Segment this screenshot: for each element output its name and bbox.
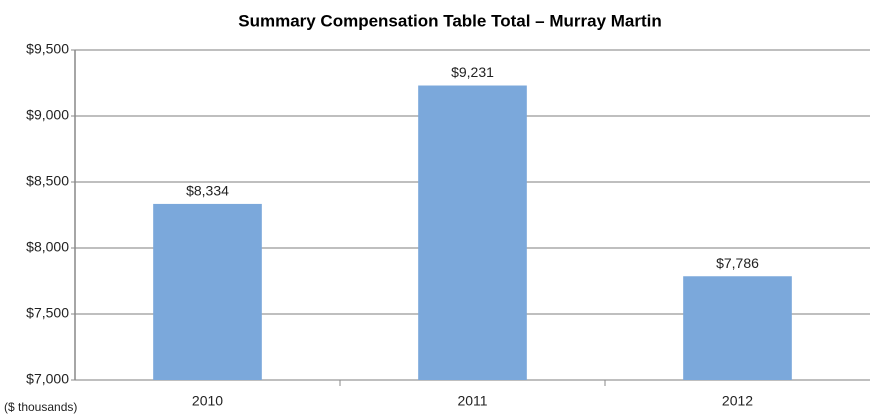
x-tick-label: 2011 [457,393,487,409]
y-tick-label: $9,000 [26,107,69,123]
value-label: $8,334 [186,183,229,199]
bar [683,276,792,380]
x-tick-label: 2010 [192,393,223,409]
bar [153,203,262,380]
y-tick-label: $7,500 [26,305,69,321]
y-tick-label: $9,500 [26,41,69,57]
value-label: $7,786 [716,255,759,271]
x-tick-label: 2012 [722,393,753,409]
y-tick-label: $7,000 [26,371,69,387]
bar [418,85,527,381]
y-tick-label: $8,000 [26,239,69,255]
value-label: $9,231 [451,64,494,80]
y-tick-label: $8,500 [26,173,69,189]
chart-title: Summary Compensation Table Total – Murra… [238,11,662,30]
y-axis-label: ($ thousands) [4,400,77,414]
